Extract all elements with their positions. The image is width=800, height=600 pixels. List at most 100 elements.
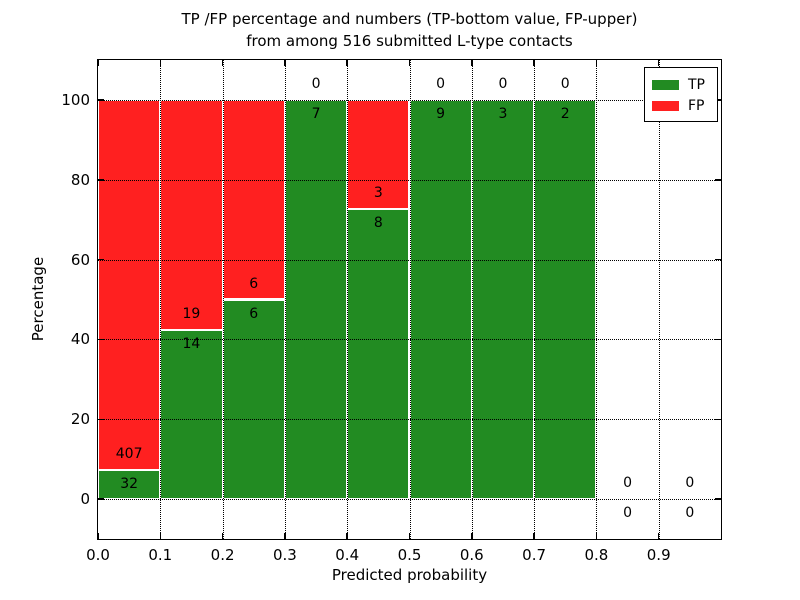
x-tick-top-0.1 [159,60,162,66]
x-tick-bottom-0.9 [657,533,660,539]
x-tick-top-0.8 [595,60,598,66]
fp-count-label-4: 3 [373,184,383,201]
bar-tp-7 [534,99,597,500]
tp-count-label-9: 0 [685,505,695,522]
x-tick-top-0.6 [471,60,473,66]
tp-count-label-3: 7 [311,105,321,122]
y-tick-label-60: 60 [70,250,90,269]
x-tick-label-0.8: 0.8 [584,546,609,564]
y-axis-label: Percentage [29,256,47,342]
tp-count-label-5: 9 [436,105,446,122]
bar-tp-6 [471,99,535,500]
y-tick-right-100 [715,99,721,101]
tp-swatch-icon [652,79,679,90]
y-tick-left-20 [98,418,104,420]
y-tick-left-80 [98,179,104,181]
y-tick-left-60 [98,258,104,261]
gridline-x-0.4 [347,60,349,539]
y-tick-right-20 [715,418,721,420]
x-tick-label-0.0: 0.0 [86,546,110,564]
bar-tp-3 [284,99,348,500]
legend-label-fp: FP [688,97,705,114]
bar-tp-0 [98,469,161,500]
fp-count-label-7: 0 [560,75,570,92]
gridline-x-0.6 [471,60,473,539]
x-tick-top-0.2 [221,60,224,66]
bar-tp-5 [409,99,472,500]
x-tick-label-0.5: 0.5 [397,546,422,564]
legend-label-tp: TP [688,76,705,93]
gridline-x-0.7 [534,60,536,539]
gridline-x-0.9 [658,60,660,539]
bar-tp-2 [222,299,285,500]
bar-fp-2 [222,99,285,300]
x-tick-bottom-0.5 [408,533,411,539]
tp-count-label-4: 8 [373,214,383,231]
y-tick-right-0 [715,498,721,500]
x-tick-top-0.9 [657,60,660,66]
fp-count-label-5: 0 [436,75,446,92]
tp-count-label-1: 14 [182,335,201,352]
x-tick-top-0.7 [533,60,535,66]
x-tick-label-0.7: 0.7 [522,546,547,564]
gridline-x-0.1 [160,60,162,539]
fp-count-label-3: 0 [311,75,321,92]
tp-count-label-2: 6 [249,305,259,322]
tp-count-label-6: 3 [498,105,508,122]
gridline-x-0.3 [284,60,286,539]
plot-area: 407 32 19 14 6 6 0 7 3 8 0 9 0 3 0 2 0 0 0 0 [97,59,722,540]
bar-tp-4 [347,208,410,500]
fp-count-label-0: 407 [115,445,143,462]
legend-item-fp: FP [652,95,710,116]
fp-swatch-icon [652,100,679,111]
bar-fp-1 [160,99,223,330]
x-tick-label-0.3: 0.3 [272,546,297,564]
fp-count-label-8: 0 [623,475,633,492]
gridline-x-0.5 [409,60,411,539]
fp-count-label-9: 0 [685,475,695,492]
y-tick-label-80: 80 [70,170,90,189]
y-tick-label-20: 20 [70,410,90,429]
y-tick-left-0 [98,498,104,500]
x-axis-label: Predicted probability [331,566,488,584]
x-tick-bottom-0.3 [284,533,286,539]
x-tick-top-0 [97,60,99,66]
tp-count-label-0: 32 [120,475,139,492]
x-tick-label-0.1: 0.1 [148,546,173,564]
x-tick-bottom-0.7 [533,533,535,539]
y-tick-label-100: 100 [61,90,90,109]
gridline-x-0.2 [222,60,224,539]
x-tick-bottom-0 [97,533,99,539]
y-tick-right-60 [715,258,721,261]
x-tick-bottom-0.1 [159,533,162,539]
x-tick-top-0.4 [346,60,348,66]
y-tick-label-40: 40 [70,330,90,349]
legend: TP FP [644,67,718,122]
x-tick-top-0.3 [284,60,286,66]
bar-fp-4 [347,99,410,209]
fp-count-label-1: 19 [182,305,201,322]
bar-tp-1 [160,329,223,500]
x-tick-bottom-0.2 [221,533,224,539]
x-tick-bottom-0.4 [346,533,348,539]
y-tick-right-40 [715,338,721,341]
x-tick-label-0.9: 0.9 [646,546,671,564]
bar-fp-0 [98,99,161,470]
x-tick-bottom-0.8 [595,533,598,539]
y-tick-label-0: 0 [80,490,90,509]
tp-count-label-8: 0 [623,505,633,522]
x-tick-top-0.5 [408,60,411,66]
y-tick-left-100 [98,99,104,101]
fp-count-label-6: 0 [498,75,508,92]
tp-count-label-7: 2 [560,105,570,122]
y-tick-left-40 [98,338,104,341]
chart-title-line2: from among 516 submitted L-type contacts [246,32,573,50]
chart-title-line1: TP /FP percentage and numbers (TP-bottom… [181,10,638,28]
x-tick-label-0.2: 0.2 [210,546,235,564]
fp-count-label-2: 6 [249,275,259,292]
x-tick-label-0.6: 0.6 [459,546,484,564]
y-tick-right-80 [715,179,721,181]
x-tick-label-0.4: 0.4 [335,546,360,564]
legend-item-tp: TP [652,74,710,95]
